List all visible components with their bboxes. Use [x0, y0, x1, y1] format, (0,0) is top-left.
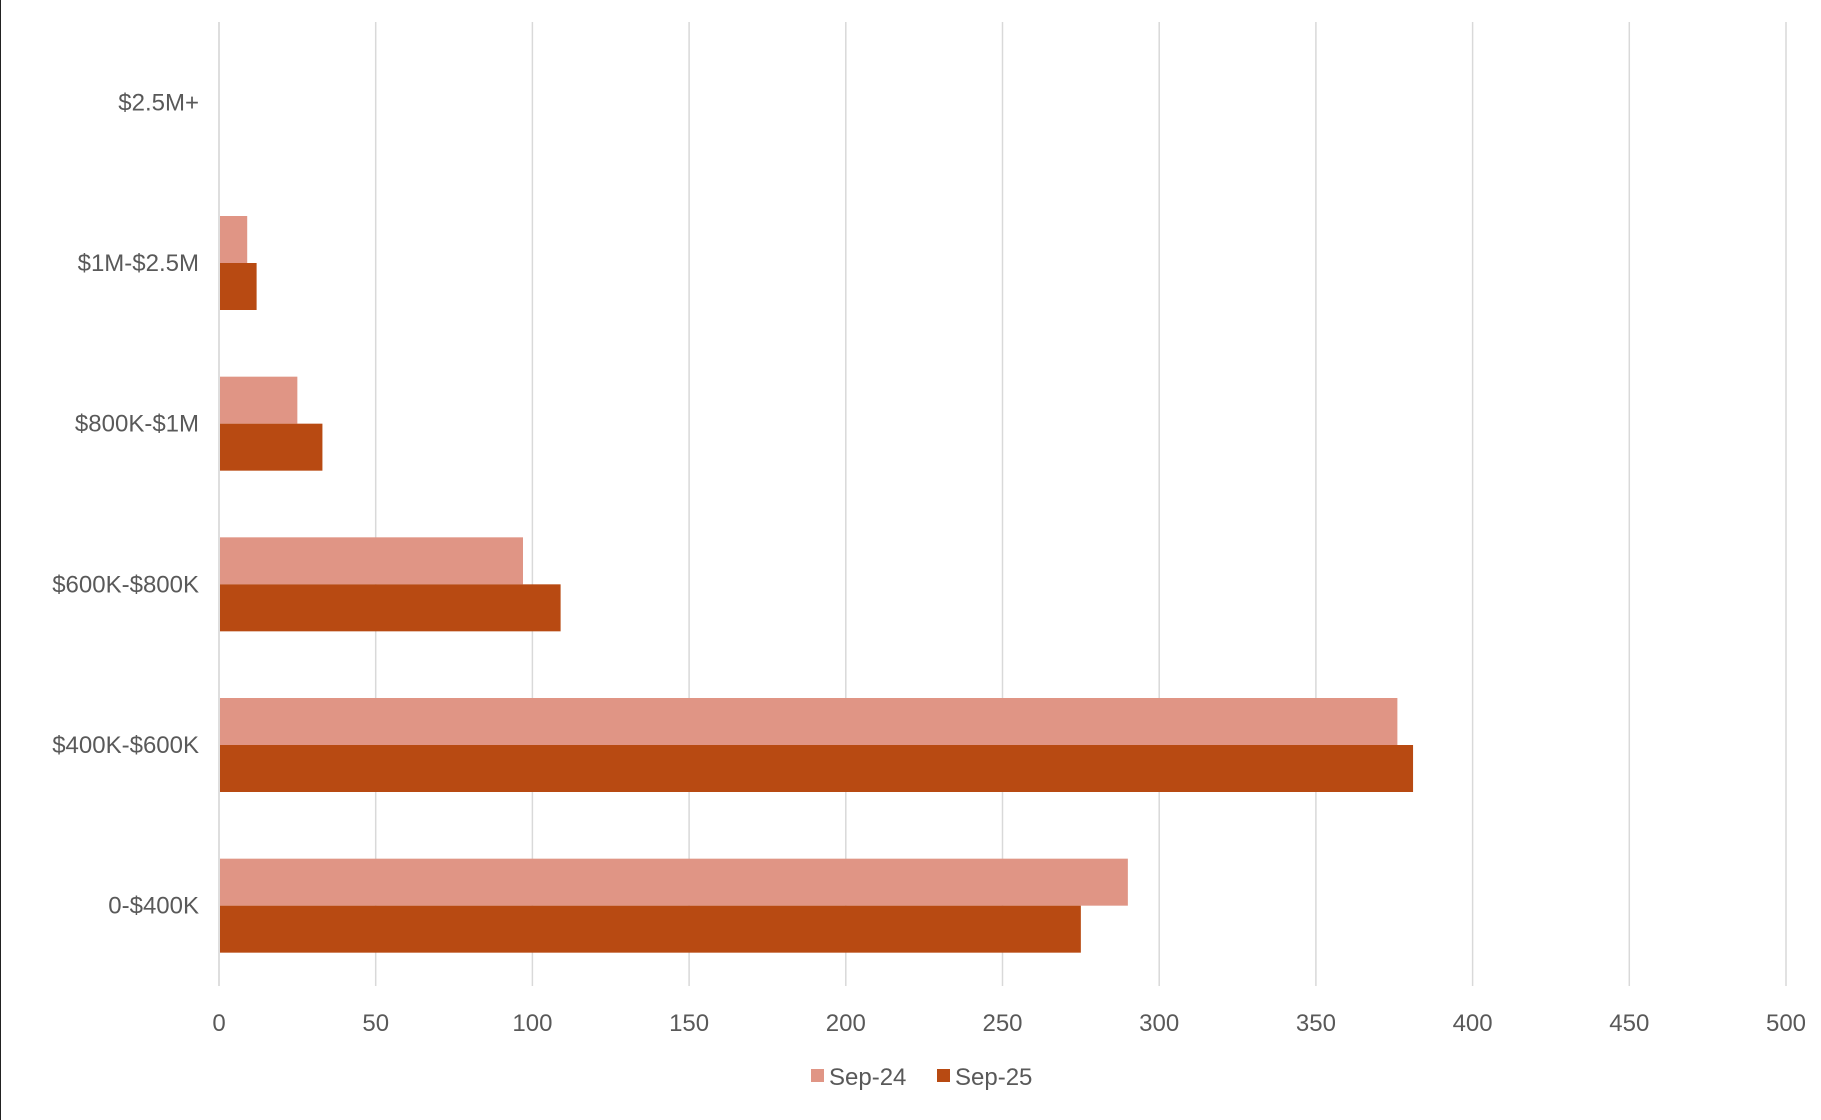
x-tick-label-200: 200	[826, 1010, 866, 1037]
bar-sep-25-2	[220, 423, 323, 471]
bar-sep-25-4	[220, 745, 1414, 792]
bar-sep-25-1	[220, 263, 257, 310]
bar-sep-24-4	[220, 698, 1398, 745]
x-tick-label-250: 250	[982, 1010, 1022, 1037]
bar-sep-25-3	[220, 584, 561, 632]
legend-swatch-sep-25	[937, 1069, 950, 1082]
bars	[220, 216, 1414, 953]
legend-label-sep-24: Sep-24	[829, 1064, 906, 1091]
y-tick-label-2: $800K-$1M	[75, 411, 199, 438]
x-tick-label-300: 300	[1139, 1010, 1179, 1037]
x-tick-label-50: 50	[362, 1010, 389, 1037]
gridlines	[218, 22, 1787, 986]
y-tick-label-5: 0-$400K	[108, 893, 199, 920]
y-tick-label-0: $2.5M+	[118, 89, 199, 116]
y-tick-label-1: $1M-$2.5M	[78, 250, 199, 277]
bar-sep-24-3	[220, 537, 523, 585]
x-tick-label-100: 100	[512, 1010, 552, 1037]
y-tick-label-4: $400K-$600K	[52, 732, 199, 759]
y-tick-label-3: $600K-$800K	[52, 571, 199, 598]
legend-swatch-sep-24	[811, 1069, 824, 1082]
bar-sep-24-2	[220, 376, 298, 424]
x-tick-label-500: 500	[1766, 1010, 1806, 1037]
x-tick-label-150: 150	[669, 1010, 709, 1037]
legend: Sep-24 Sep-25	[811, 1064, 1032, 1091]
x-axis: 0 50 100 150 200 250 300 350 400 450 500	[212, 1010, 1806, 1037]
y-axis: $2.5M+ $1M-$2.5M $800K-$1M $600K-$800K $400K…	[52, 22, 220, 986]
x-tick-label-0: 0	[212, 1010, 225, 1037]
bar-sep-25-5	[220, 905, 1081, 953]
x-tick-label-400: 400	[1453, 1010, 1493, 1037]
x-tick-label-350: 350	[1296, 1010, 1336, 1037]
x-tick-label-450: 450	[1609, 1010, 1649, 1037]
bar-sep-24-1	[220, 216, 248, 263]
bar-sep-24-5	[220, 858, 1128, 906]
legend-label-sep-25: Sep-25	[955, 1064, 1032, 1091]
